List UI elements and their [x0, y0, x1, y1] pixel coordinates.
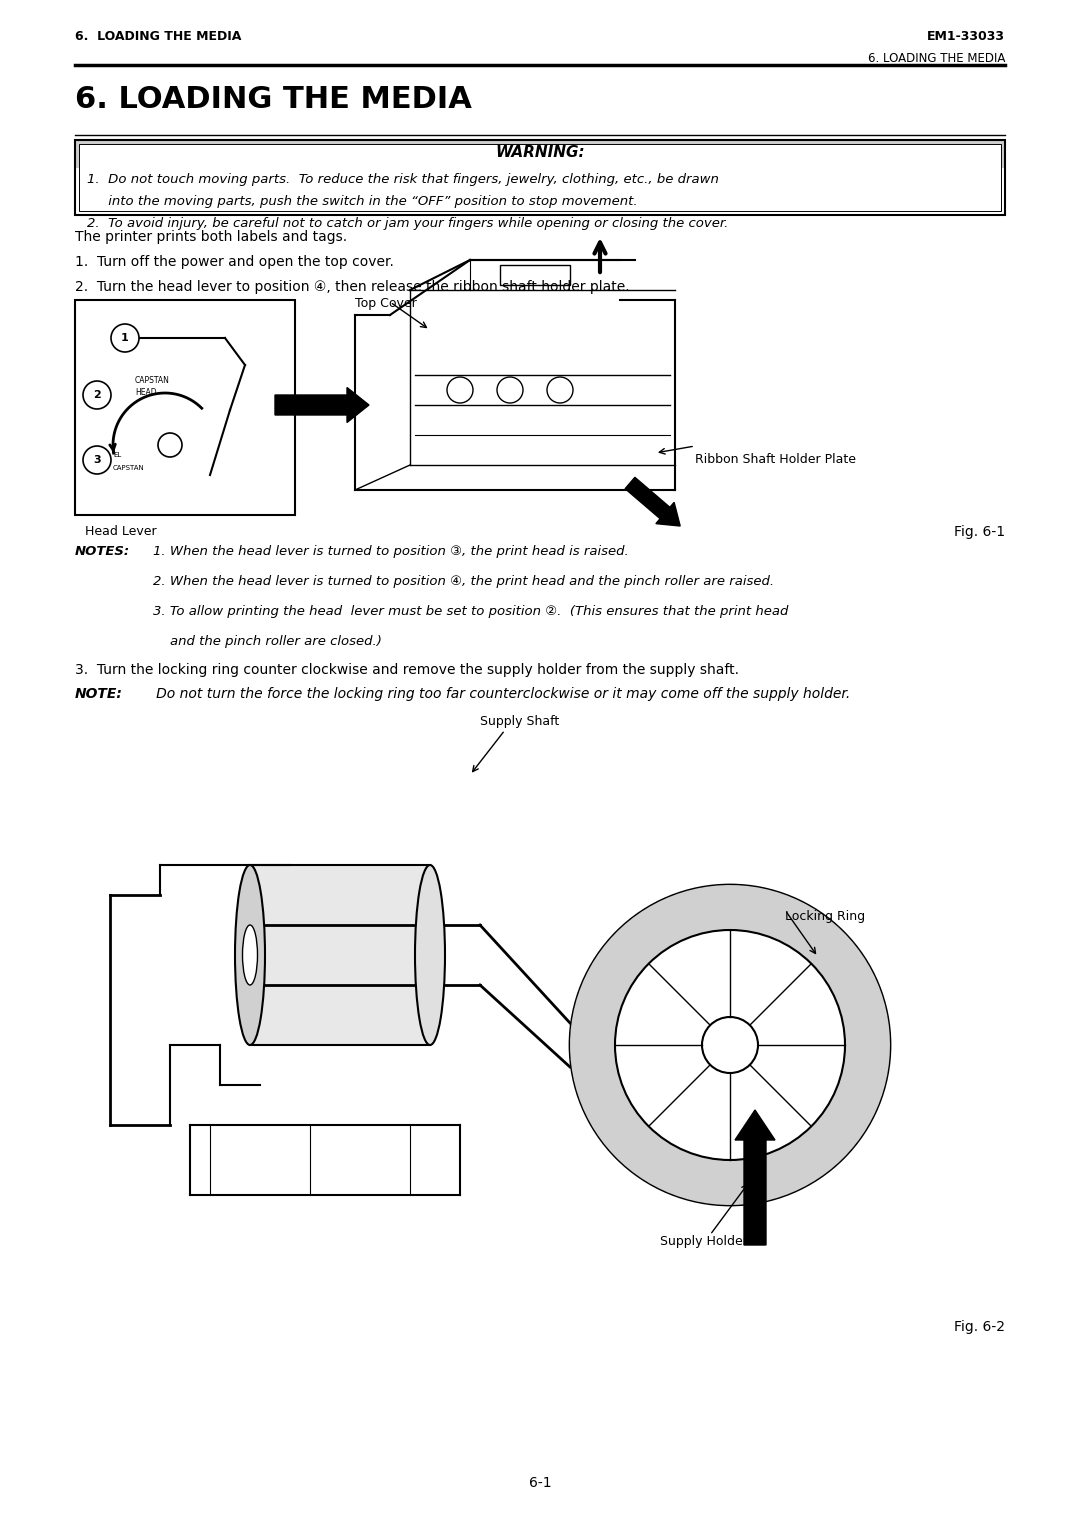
- Circle shape: [702, 1017, 758, 1074]
- Text: 3. To allow printing the head  lever must be set to position ②.  (This ensures t: 3. To allow printing the head lever must…: [153, 605, 788, 618]
- Text: 1. When the head lever is turned to position ③, the print head is raised.: 1. When the head lever is turned to posi…: [153, 544, 629, 558]
- Text: Ribbon Shaft Holder Plate: Ribbon Shaft Holder Plate: [696, 453, 856, 467]
- Circle shape: [111, 323, 139, 352]
- Text: 6. LOADING THE MEDIA: 6. LOADING THE MEDIA: [75, 85, 472, 114]
- Text: CAPSTAN: CAPSTAN: [113, 465, 145, 471]
- Text: 1: 1: [121, 332, 129, 343]
- Text: The printer prints both labels and tags.: The printer prints both labels and tags.: [75, 230, 347, 244]
- Circle shape: [615, 930, 845, 1161]
- Text: Supply Holder: Supply Holder: [660, 1235, 747, 1247]
- Bar: [249, 865, 430, 1045]
- Text: 2.  To avoid injury, be careful not to catch or jam your fingers while opening o: 2. To avoid injury, be careful not to ca…: [87, 217, 728, 230]
- Circle shape: [83, 445, 111, 474]
- Text: EM1-33033: EM1-33033: [927, 30, 1005, 43]
- Bar: [79, 143, 1001, 210]
- Text: Locking Ring: Locking Ring: [785, 910, 865, 923]
- Ellipse shape: [235, 865, 265, 1045]
- Text: Fig. 6-2: Fig. 6-2: [954, 1321, 1005, 1334]
- Text: 3: 3: [93, 454, 100, 465]
- Circle shape: [497, 377, 523, 403]
- FancyArrow shape: [275, 387, 369, 422]
- Text: HEAD: HEAD: [135, 387, 157, 397]
- Text: 2: 2: [93, 390, 100, 400]
- Text: Head Lever: Head Lever: [85, 525, 157, 538]
- Text: 3.  Turn the locking ring counter clockwise and remove the supply holder from th: 3. Turn the locking ring counter clockwi…: [75, 663, 739, 677]
- Text: 1.  Do not touch moving parts.  To reduce the risk that fingers, jewelry, clothi: 1. Do not touch moving parts. To reduce …: [87, 172, 719, 186]
- Text: 2.  Turn the head lever to position ④, then release the ribbon shaft holder plat: 2. Turn the head lever to position ④, th…: [75, 281, 630, 294]
- Text: NOTE:: NOTE:: [75, 686, 123, 702]
- Circle shape: [158, 433, 183, 458]
- Text: 6.  LOADING THE MEDIA: 6. LOADING THE MEDIA: [75, 30, 241, 43]
- Text: CAPSTAN: CAPSTAN: [135, 377, 170, 384]
- Text: Do not turn the force the locking ring too far counterclockwise or it may come o: Do not turn the force the locking ring t…: [143, 686, 850, 702]
- Circle shape: [447, 377, 473, 403]
- Bar: [240, 926, 265, 985]
- Circle shape: [546, 377, 573, 403]
- Text: WARNING:: WARNING:: [496, 145, 584, 160]
- Text: into the moving parts, push the switch in the “OFF” position to stop movement.: into the moving parts, push the switch i…: [87, 195, 637, 207]
- Ellipse shape: [415, 865, 445, 1045]
- Text: 6-1: 6-1: [529, 1476, 551, 1490]
- Text: Fig. 6-1: Fig. 6-1: [954, 525, 1005, 538]
- Text: 6. LOADING THE MEDIA: 6. LOADING THE MEDIA: [867, 52, 1005, 66]
- Bar: [500, 265, 570, 285]
- Circle shape: [570, 884, 890, 1205]
- Text: 2. When the head lever is turned to position ④, the print head and the pinch rol: 2. When the head lever is turned to posi…: [153, 575, 774, 589]
- FancyArrow shape: [735, 1110, 775, 1244]
- Circle shape: [83, 381, 111, 409]
- Text: EL: EL: [113, 451, 121, 458]
- Bar: [75, 300, 295, 515]
- Text: Top Cover: Top Cover: [355, 297, 417, 310]
- FancyArrow shape: [625, 477, 680, 526]
- Bar: [75, 140, 1005, 215]
- Ellipse shape: [243, 926, 257, 985]
- Bar: [75, 140, 1005, 168]
- Text: NOTES:: NOTES:: [75, 544, 130, 558]
- Text: 1.  Turn off the power and open the top cover.: 1. Turn off the power and open the top c…: [75, 255, 394, 268]
- Text: and the pinch roller are closed.): and the pinch roller are closed.): [153, 634, 382, 648]
- Text: Supply Shaft: Supply Shaft: [481, 715, 559, 727]
- Polygon shape: [570, 884, 890, 1205]
